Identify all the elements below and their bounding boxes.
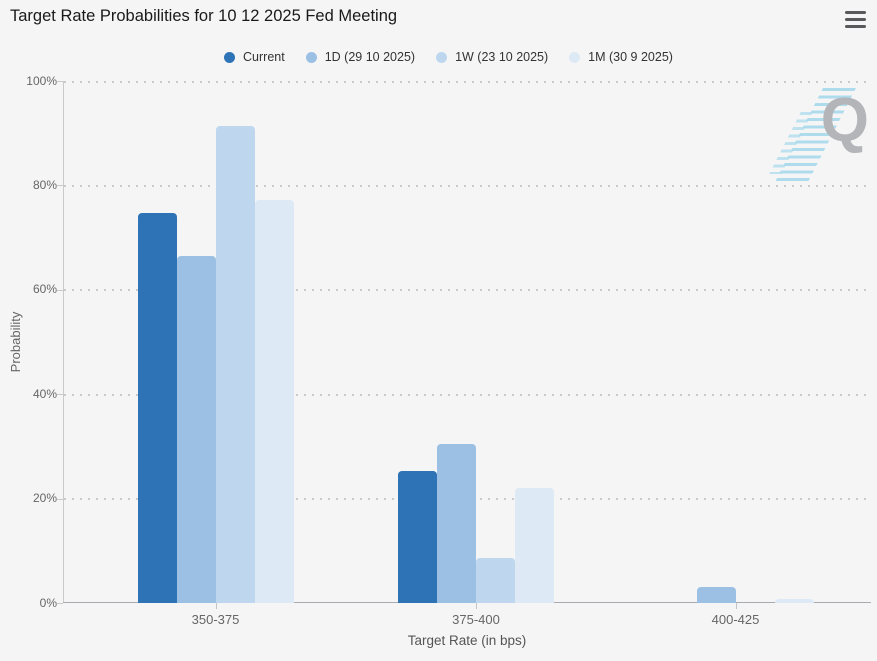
legend-dot-icon: [305, 51, 317, 63]
watermark-swoosh-icon: [769, 112, 813, 174]
hamburger-icon: [845, 24, 866, 28]
y-axis-tick: [57, 603, 63, 604]
x-axis-tick: [215, 603, 217, 609]
legend-dot-icon: [224, 51, 236, 63]
bar-1d-400-425[interactable]: [696, 586, 736, 603]
q-logo-watermark: Q: [769, 84, 870, 186]
x-axis-tick: [735, 603, 737, 609]
legend-dot-icon: [569, 51, 581, 63]
legend-label: 1M (30 9 2025): [588, 50, 673, 64]
hamburger-icon: [845, 11, 866, 15]
category-label: 375-400: [452, 612, 500, 627]
y-axis-line: [63, 81, 64, 603]
legend-item-1w[interactable]: 1W (23 10 2025): [436, 50, 548, 64]
gridline: [64, 184, 868, 187]
bar-1w-350-375[interactable]: [215, 126, 255, 603]
gridline: [64, 80, 868, 83]
gridline: [64, 393, 868, 396]
y-axis-tick: [57, 289, 63, 291]
y-axis-tick: [57, 394, 63, 396]
bar-current-375-400[interactable]: [398, 470, 437, 603]
watermark-q-letter: Q: [820, 86, 869, 155]
bar-1m-375-400[interactable]: [515, 488, 554, 603]
gridline: [64, 289, 868, 292]
y-axis-label: 40%: [32, 386, 57, 401]
bar-1d-350-375[interactable]: [176, 256, 216, 603]
y-axis-tick: [57, 498, 63, 500]
y-axis-tick: [57, 185, 63, 187]
hamburger-icon: [845, 17, 866, 22]
y-axis-label: 80%: [32, 177, 57, 192]
legend-label: Current: [243, 50, 285, 64]
y-axis-label: 100%: [26, 73, 57, 88]
bar-1d-375-400[interactable]: [437, 443, 476, 603]
y-axis-label: 60%: [32, 282, 57, 297]
legend-item-1m[interactable]: 1M (30 9 2025): [569, 50, 673, 64]
legend-label: 1D (29 10 2025): [324, 50, 416, 64]
x-axis-tick: [476, 603, 477, 609]
bar-group-400-425: [658, 586, 814, 603]
x-axis-title: Target Rate (in bps): [407, 633, 527, 648]
chart-title: Target Rate Probabilities for 10 12 2025…: [10, 7, 398, 25]
bar-1w-375-400[interactable]: [476, 557, 515, 603]
legend-item-current[interactable]: Current: [224, 50, 285, 64]
y-axis-title: Probability: [8, 311, 23, 373]
category-label: 400-425: [711, 612, 760, 627]
bar-group-350-375: [137, 126, 294, 603]
bar-1m-350-375[interactable]: [254, 199, 294, 603]
bar-1m-400-425[interactable]: [774, 599, 814, 603]
legend: Current 1D (29 10 2025) 1W (23 10 2025) 1M …: [20, 50, 877, 64]
legend-dot-icon: [436, 51, 448, 63]
bar-current-350-375[interactable]: [137, 213, 177, 603]
y-axis-label: 20%: [32, 491, 57, 506]
y-axis-label: 0%: [39, 595, 57, 610]
bar-group-375-400: [398, 443, 554, 603]
chart-context-menu-button[interactable]: [845, 11, 866, 28]
legend-label: 1W (23 10 2025): [455, 50, 549, 64]
y-axis-tick: [57, 81, 63, 82]
watermark-swoosh-icon: [775, 88, 856, 182]
legend-item-1d[interactable]: 1D (29 10 2025): [305, 50, 416, 64]
category-label: 350-375: [191, 612, 240, 627]
